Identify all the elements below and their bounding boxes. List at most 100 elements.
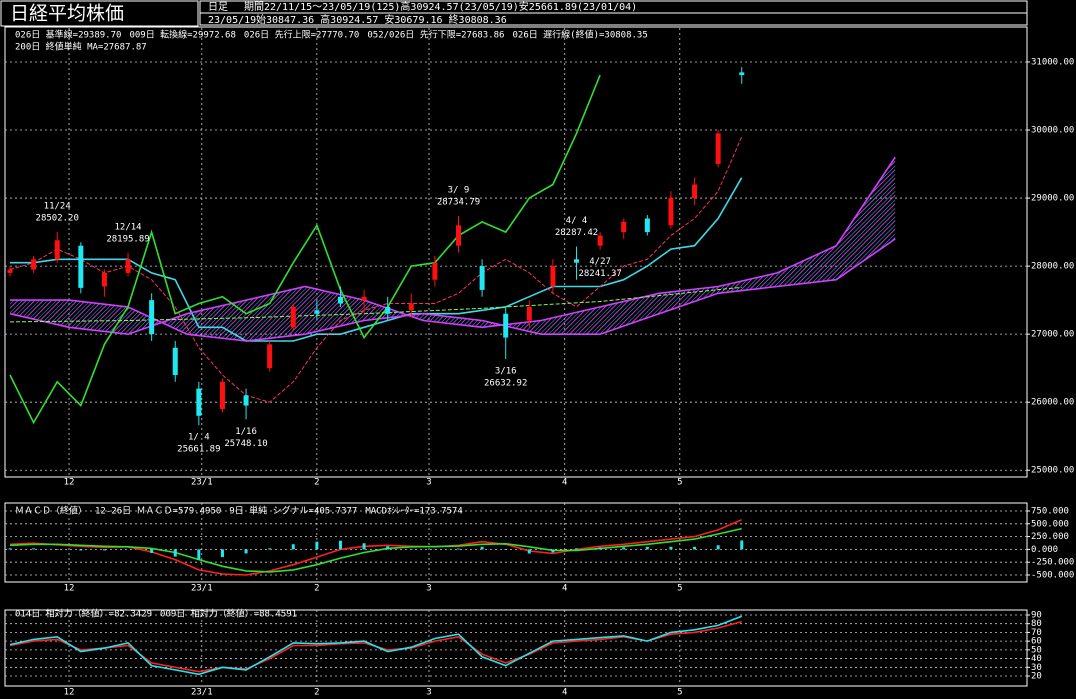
y-tick-label: 30 [1031,663,1042,673]
candle-body [54,240,60,260]
histogram-bar [79,549,83,551]
macd-frame [4,502,1028,583]
candle-body [361,296,367,301]
histogram-bar [551,549,555,553]
x-tick-label: 12 [64,688,75,698]
histogram-bar [716,545,720,550]
y-tick-label: -500.000 [1031,570,1074,580]
candle-body [125,259,131,273]
y-tick-label: 27000.00 [1031,330,1074,340]
y-tick-label: 29000.00 [1031,194,1074,204]
candle-body [739,72,745,76]
histogram-bar [55,549,59,550]
legend-entry: 12-26日 ＭＡＣＤ=579.4950 [95,506,221,517]
candle-body [172,347,178,375]
y-tick-label: 50 [1031,645,1042,655]
annotation-value: 25661.89 [177,445,220,455]
candle-body [314,310,320,314]
histogram-bar [409,548,413,550]
legend-entry: 014日 相対力（終値）=82.3429 [15,608,152,620]
x-tick-label: 2 [314,688,319,698]
x-tick-label: 3 [426,478,431,488]
histogram-bar [244,549,248,554]
x-tick-label: 2 [314,584,319,594]
cloud-fill [10,157,896,341]
histogram-bar [197,549,201,560]
histogram-bar [291,544,295,550]
legend-entry: 009日 相対力（終値）=88.4591 [160,608,297,620]
x-tick-label: 4 [562,478,567,488]
header-row [199,12,1028,26]
candle-body [692,184,698,199]
annotation-value: 28195.89 [106,234,149,244]
histogram-bar [456,548,460,550]
legend-entry: 009日 転換線=29972.68 [129,29,235,41]
histogram-bar [386,546,390,550]
title-box [0,0,199,27]
candle-body [267,344,273,369]
candle-body [149,300,155,335]
annotation-date: 11/24 [44,201,71,211]
candle-body [7,269,13,273]
x-tick-label: 23/1 [191,688,213,698]
histogram-bar [740,540,744,550]
histogram-bar [598,547,602,550]
candle-body [503,313,509,338]
candle-body [101,272,107,287]
y-tick-label: 750.000 [1031,506,1069,516]
candle-body [219,381,225,409]
y-tick-label: 0.000 [1031,545,1058,555]
candle-body [668,198,674,226]
histogram-bar [268,548,272,550]
legend-entry: 052/026日 先行下限=27683.86 [367,29,504,41]
rsi-frame [4,609,1028,687]
x-tick-label: 5 [677,584,682,594]
indicator-line [9,615,742,676]
x-tick-label: 2 [314,478,319,488]
candle-body [455,225,461,246]
annotation-date: 1/16 [235,427,257,437]
y-tick-label: 70 [1031,628,1042,638]
candle-body [243,395,249,406]
indicator-line [9,74,601,425]
candle-body [337,296,343,304]
candle-body [526,306,532,321]
candle-body [550,266,556,287]
candle-body [196,388,202,416]
x-tick-label: 3 [426,584,431,594]
candle-body [574,259,580,263]
candle-body [621,221,627,233]
indicator-line [10,177,743,342]
legend-entry: MACDｵｼﾚｰﾀｰ=173.7574 [365,506,462,517]
annotation-date: 12/14 [114,222,141,232]
y-tick-label: 26000.00 [1031,398,1074,408]
histogram-bar [315,541,319,550]
y-tick-label: 90 [1031,610,1042,620]
histogram-bar [504,549,508,550]
period-type: 日足 [208,1,228,13]
annotation-date: 3/ 9 [448,186,470,196]
x-tick-label: 3 [426,688,431,698]
y-tick-label: 500.000 [1031,519,1069,529]
date: 23/05/19 [208,15,256,26]
histogram-bar [362,543,366,550]
annotation-value: 25748.10 [224,439,267,449]
histogram-bar [220,549,224,558]
candle-body [31,259,37,270]
ohlc: 始30847.36 高30924.57 安30679.16 終30808.36 [256,13,507,26]
legend-entry: 200日 終値単純 MA=27687.87 [15,41,147,53]
main-frame [4,26,1028,478]
y-tick-label: 20 [1031,672,1042,682]
y-tick-label: 28000.00 [1031,262,1074,272]
legend-entry: 026日 基準線=29389.70 [15,29,121,41]
histogram-bar [527,549,531,554]
y-tick-label: 25000.00 [1031,466,1074,476]
histogram-bar [645,546,649,550]
indicator-line [9,527,742,573]
candle-body [78,245,84,288]
histogram-bar [480,546,484,550]
y-tick-label: 60 [1031,637,1042,647]
histogram-bar [669,546,673,550]
y-tick-label: 31000.00 [1031,57,1074,67]
